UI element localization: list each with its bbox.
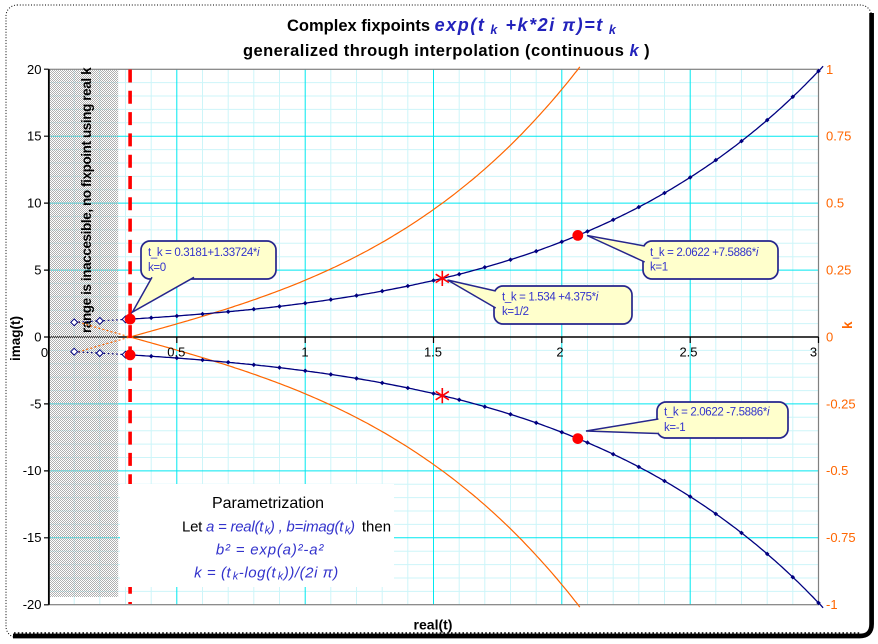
svg-text:-10: -10	[23, 463, 42, 478]
svg-text:range is inaccesible, no fixpo: range is inaccesible, no fixpoint using …	[79, 67, 94, 333]
svg-text:-5: -5	[30, 396, 42, 411]
svg-text:Parametrization: Parametrization	[212, 495, 324, 512]
svg-text:-1: -1	[826, 597, 838, 612]
svg-text:t_k = 0.3181+1.33724*i: t_k = 0.3181+1.33724*i	[148, 247, 260, 259]
svg-text:3: 3	[810, 345, 817, 360]
svg-text:Let a = real(tk) , b=imag(tk): Let a = real(t k) , b=imag(t k) then	[182, 519, 391, 537]
svg-text:-20: -20	[23, 597, 42, 612]
svg-text:k=-1: k=-1	[664, 422, 685, 434]
svg-text:1: 1	[826, 62, 833, 77]
svg-text:generalized through interpolat: generalized through interpolation (conti…	[243, 42, 650, 60]
svg-text:1: 1	[301, 345, 308, 360]
svg-text:2: 2	[556, 345, 563, 360]
svg-text:k=1/2: k=1/2	[502, 306, 529, 318]
svg-text:-0.25: -0.25	[826, 396, 856, 411]
svg-text:15: 15	[27, 129, 41, 144]
svg-text:0: 0	[34, 329, 41, 344]
svg-text:t_k = 2.0622 -7.5886*i: t_k = 2.0622 -7.5886*i	[664, 407, 770, 419]
svg-text:0.5: 0.5	[167, 345, 185, 360]
svg-text:0: 0	[41, 345, 48, 360]
svg-text:imag(t): imag(t)	[8, 316, 23, 361]
svg-text:t_k = 1.534 +4.375*i: t_k = 1.534 +4.375*i	[502, 292, 599, 304]
svg-text:10: 10	[27, 196, 41, 211]
svg-text:-15: -15	[23, 530, 42, 545]
svg-text:-0.5: -0.5	[826, 463, 848, 478]
svg-text:k=0: k=0	[148, 262, 166, 274]
svg-text:0.25: 0.25	[826, 263, 851, 278]
svg-text:k=1: k=1	[650, 262, 668, 274]
svg-text:k: k	[840, 321, 855, 329]
svg-text:2.5: 2.5	[679, 345, 697, 360]
svg-text:5: 5	[34, 263, 41, 278]
svg-text:0: 0	[826, 329, 833, 344]
svg-text:20: 20	[27, 62, 41, 77]
svg-text:k = (tk-log(tk))/(2i π): k = (t k-log(t k))/(2i π)	[194, 565, 339, 583]
svg-text:Complex fixpoints exp(t k +k*2: Complex fixpoints exp(t k +k*2i π)=t k	[287, 15, 617, 37]
svg-text:0.5: 0.5	[826, 196, 844, 211]
svg-text:-0.75: -0.75	[826, 530, 856, 545]
svg-text:real(t): real(t)	[414, 617, 453, 633]
svg-text:t_k = 2.0622 +7.5886*i: t_k = 2.0622 +7.5886*i	[650, 247, 759, 259]
svg-text:1.5: 1.5	[424, 345, 442, 360]
svg-text:b² = exp(a)²-a²: b² = exp(a)²-a²	[216, 542, 324, 559]
svg-text:0.75: 0.75	[826, 129, 851, 144]
